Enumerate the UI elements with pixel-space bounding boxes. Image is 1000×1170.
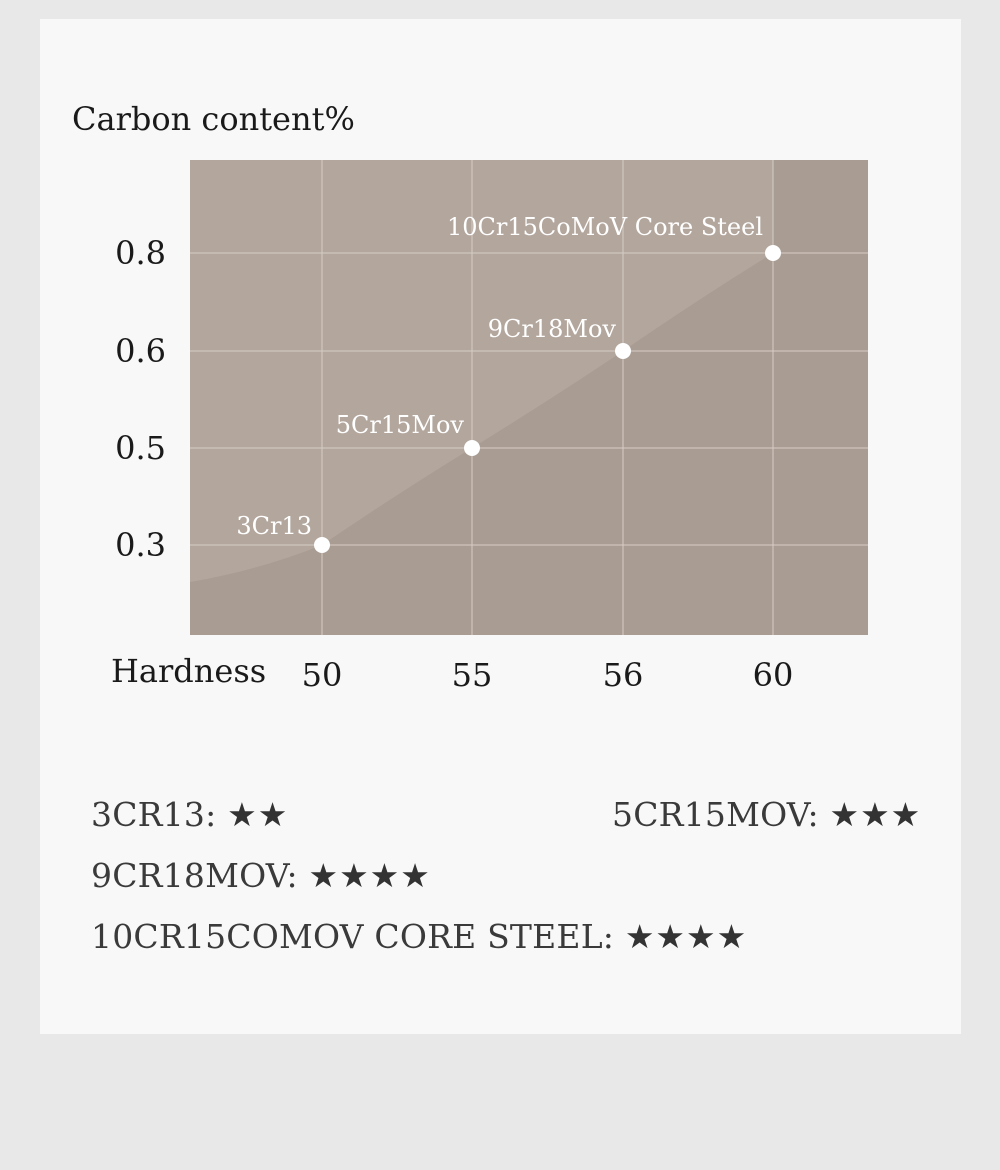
star-rating-icon: ★★ [227,795,289,834]
rating-name: 10CR15COMOV CORE STEEL: [91,917,615,956]
rating-10cr15comov: 10CR15COMOV CORE STEEL: ★★★★ [91,917,747,956]
point-label: 10Cr15CoMoV Core Steel [447,213,763,241]
plot-area [190,160,868,635]
star-rating-icon: ★★★★ [308,856,431,895]
x-tick-label: 50 [302,656,343,694]
rating-name: 9CR18MOV: [91,856,298,895]
star-rating-icon: ★★★★ [624,917,748,956]
y-tick-label: 0.6 [115,332,166,370]
x-axis-title: Hardness [111,652,266,690]
y-tick-label: 0.8 [115,234,166,272]
x-tick-label: 60 [753,656,794,694]
y-tick-label: 0.5 [115,429,166,467]
data-point [765,245,781,261]
star-rating-icon: ★★★ [829,795,922,834]
rating-3cr13: 3CR13: ★★ [91,795,288,834]
point-label: 5Cr15Mov [336,411,465,439]
data-point [615,343,631,359]
rating-9cr18mov: 9CR18MOV: ★★★★ [91,856,431,895]
data-point [464,440,480,456]
data-point [314,537,330,553]
rating-name: 5CR15MOV: [612,795,819,834]
y-tick-label: 0.3 [115,526,166,564]
rating-name: 3CR13: [91,795,217,834]
curve-upper-band [190,160,773,582]
rating-5cr15mov: 5CR15MOV: ★★★ [612,795,921,834]
x-tick-label: 56 [603,656,644,694]
x-tick-label: 55 [452,656,493,694]
point-label: 9Cr18Mov [488,315,617,343]
y-axis-title: Carbon content% [72,100,355,138]
point-label: 3Cr13 [236,512,312,540]
